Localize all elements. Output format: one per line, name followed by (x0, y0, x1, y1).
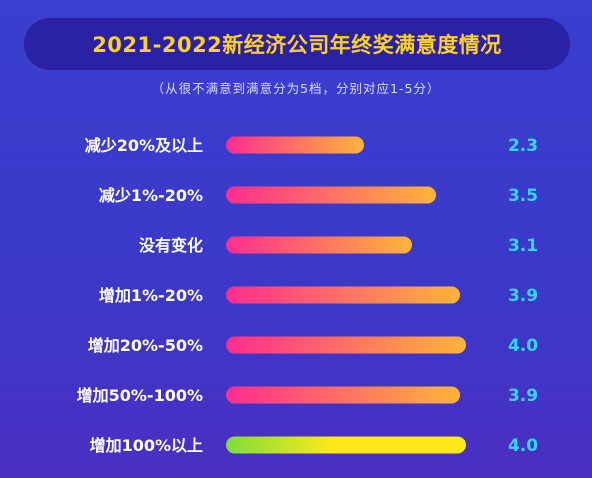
category-label: 没有变化 (139, 236, 203, 255)
value-label: 4.0 (508, 436, 538, 456)
value-label: 3.5 (508, 186, 538, 206)
bar (226, 186, 436, 204)
category-label: 增加1%-20% (99, 286, 203, 305)
bar (226, 436, 466, 454)
bar (226, 136, 364, 154)
category-label: 增加50%-100% (77, 386, 203, 405)
bar (226, 386, 460, 404)
value-label: 3.9 (508, 386, 538, 406)
chart-title: 2021-2022新经济公司年终奖满意度情况 (92, 33, 502, 57)
bar (226, 286, 460, 304)
bar (226, 336, 466, 354)
chart-subtitle: （从很不满意到满意分为5档，分别对应1-5分） (151, 81, 441, 96)
category-label: 增加100%以上 (90, 436, 203, 455)
value-label: 3.9 (508, 286, 538, 306)
value-label: 2.3 (508, 136, 538, 156)
category-label: 减少20%及以上 (85, 136, 203, 155)
value-label: 3.1 (508, 236, 538, 256)
category-label: 增加20%-50% (88, 336, 203, 355)
value-label: 4.0 (508, 336, 538, 356)
category-label: 减少1%-20% (99, 186, 203, 205)
title-banner: 2021-2022新经济公司年终奖满意度情况 (24, 18, 570, 70)
bar (226, 236, 412, 254)
